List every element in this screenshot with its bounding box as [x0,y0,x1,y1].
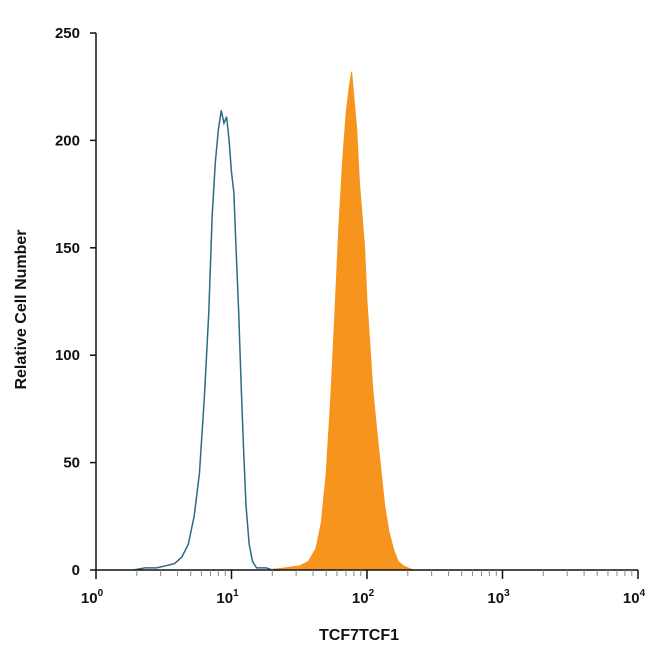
x-axis-title: TCF7TCF1 [319,627,399,644]
y-tick-label: 100 [55,347,80,364]
y-tick-label: 50 [63,455,80,472]
y-tick-label: 200 [55,132,80,149]
y-tick-label: 0 [72,562,80,579]
x-tick-label: 101 [216,588,239,607]
x-tick-label: 102 [352,588,375,607]
series-0-outline-histogram [133,110,281,571]
series-layer [133,71,414,571]
x-tick-label: 103 [487,588,510,607]
y-tick-label: 250 [55,25,80,42]
series-1-filled-histogram [266,71,414,571]
x-tick-label: 104 [623,588,646,607]
y-axis-title: Relative Cell Number [13,229,30,389]
y-tick-label: 150 [55,240,80,257]
y-ticks: 0 50 100 150 200 250 [55,25,96,579]
x-tick-label: 100 [81,588,104,607]
x-ticks: 100 101 102 103 104 [81,570,646,607]
